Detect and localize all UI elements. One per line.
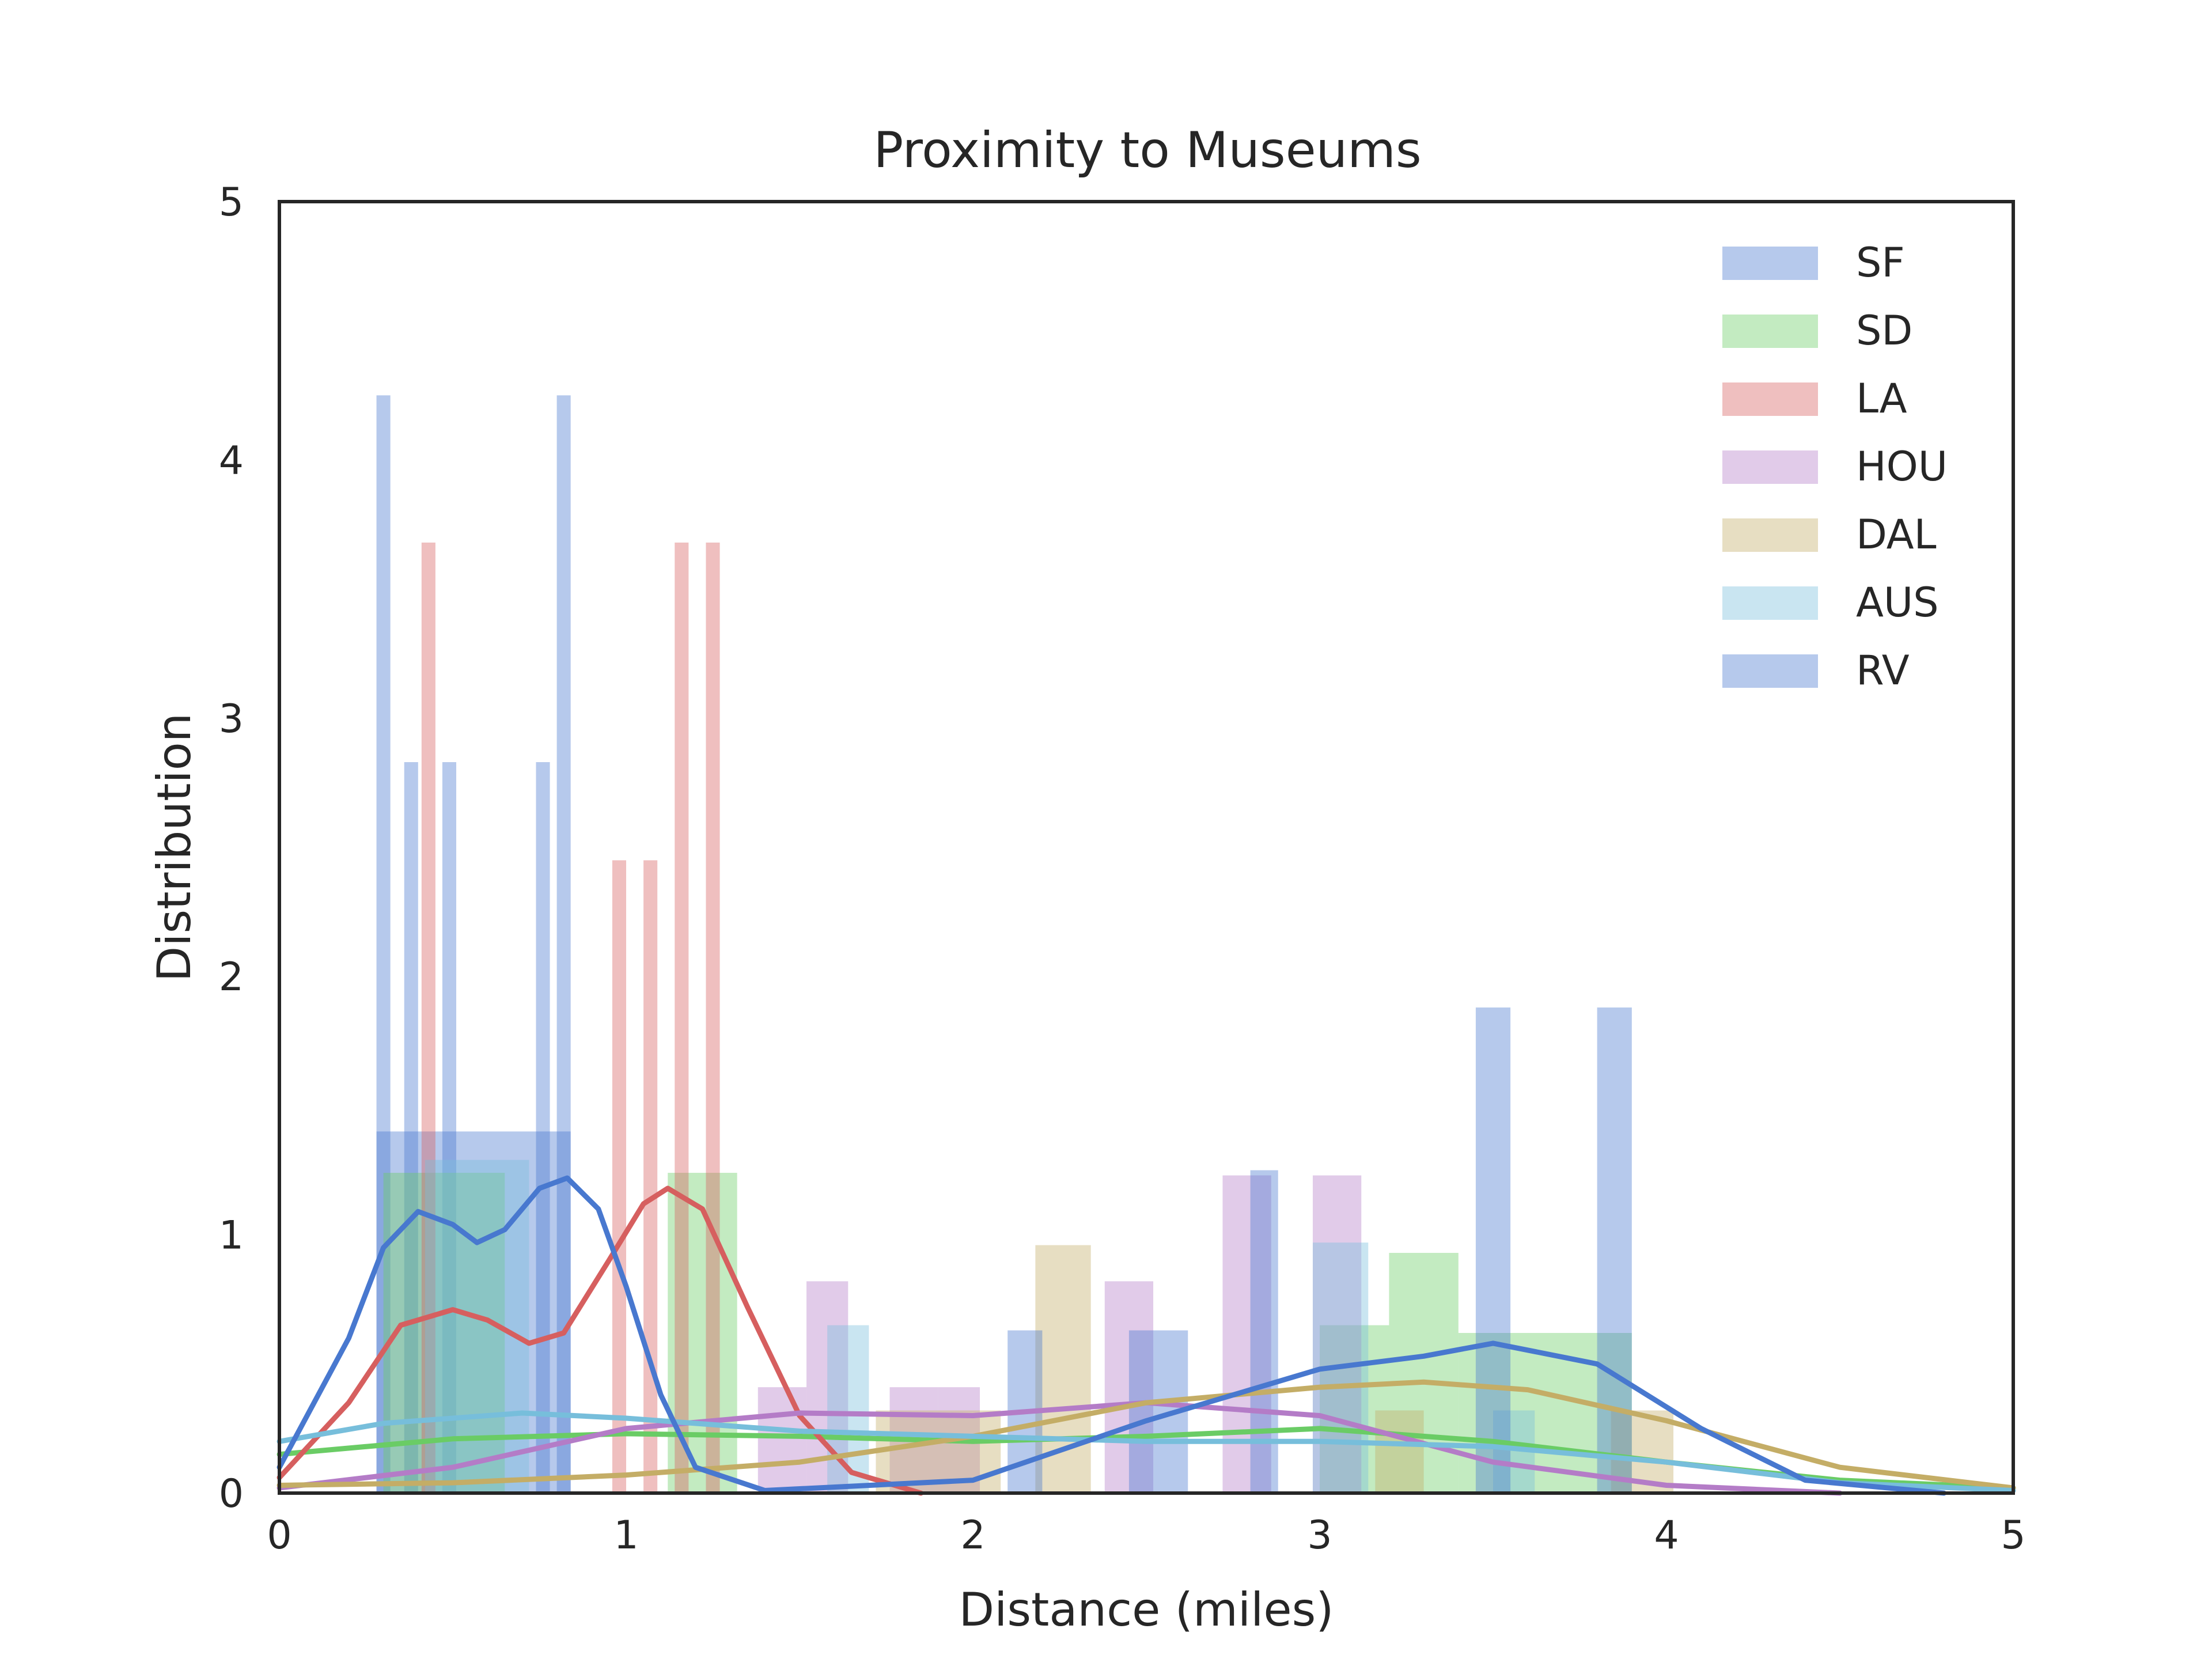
bars-layer <box>376 395 1674 1494</box>
chart-title: Proximity to Museums <box>873 122 1421 179</box>
bar-hou-0 <box>757 1387 807 1493</box>
bar-sf-3 <box>536 762 550 1493</box>
bar-dal-2 <box>1375 1410 1424 1493</box>
y-axis: 0 1 2 3 4 5 <box>219 180 244 1517</box>
legend-label-sd: SD <box>1856 307 1912 354</box>
x-tick-label: 0 <box>267 1513 291 1558</box>
bar-sf-0 <box>376 395 391 1493</box>
y-axis-label: Distribution <box>147 713 201 982</box>
legend-swatch-dal <box>1722 518 1818 552</box>
bar-la-0 <box>421 542 435 1494</box>
kde-line-rv <box>276 1175 1947 1496</box>
legend-swatch-aus <box>1722 586 1818 620</box>
bar-la-2 <box>643 860 658 1493</box>
legend-label-hou: HOU <box>1856 443 1948 490</box>
bar-rv-3 <box>1475 1007 1511 1493</box>
x-tick-label: 1 <box>613 1513 638 1558</box>
bar-sf-4 <box>556 395 571 1493</box>
legend-label-rv: RV <box>1856 647 1910 694</box>
bar-aus-0 <box>425 1160 529 1493</box>
kde-layer <box>276 1175 2016 1496</box>
x-tick-label: 5 <box>2001 1513 2025 1558</box>
legend-label-la: LA <box>1856 375 1907 422</box>
bar-sd-3 <box>1389 1252 1459 1493</box>
plot-frame <box>278 200 2015 1495</box>
bar-rv-0 <box>1250 1170 1278 1493</box>
x-axis-label: Distance (miles) <box>959 1583 1334 1637</box>
y-tick-label: 5 <box>219 180 244 225</box>
x-tick-label: 4 <box>1654 1513 1679 1558</box>
bar-sd-4 <box>1458 1332 1632 1493</box>
legend-swatch-hou <box>1722 450 1818 484</box>
bar-sf-1 <box>404 762 418 1493</box>
bar-la-3 <box>675 542 689 1494</box>
y-tick-label: 3 <box>219 696 244 742</box>
legend-label-aus: AUS <box>1856 579 1939 626</box>
y-tick-label: 1 <box>219 1213 244 1259</box>
y-tick-label: 0 <box>219 1471 244 1517</box>
kde-line-la <box>276 1185 924 1496</box>
legend-label-dal: DAL <box>1856 511 1937 558</box>
bar-sd-1 <box>668 1172 737 1493</box>
bar-hou-4 <box>1104 1281 1154 1493</box>
y-tick-label: 2 <box>219 955 244 1000</box>
legend-swatch-rv <box>1722 654 1818 688</box>
x-tick-label: 3 <box>1307 1513 1332 1558</box>
bar-la-4 <box>706 542 720 1494</box>
legend-label-sf: SF <box>1856 239 1905 286</box>
y-tick-label: 4 <box>219 438 244 483</box>
legend-swatch-sf <box>1722 247 1818 280</box>
bar-rv-4 <box>1597 1007 1632 1493</box>
legend-swatch-la <box>1722 382 1818 416</box>
bar-sd-2 <box>1320 1325 1389 1493</box>
x-axis: 0 1 2 3 4 5 <box>267 1513 2025 1558</box>
bar-sf-2 <box>442 762 457 1493</box>
bar-la-1 <box>612 860 626 1493</box>
legend: SF SD LA HOU DAL AUS RV <box>1722 239 1948 694</box>
kde-line-hou <box>276 1400 1843 1496</box>
legend-swatch-sd <box>1722 315 1818 348</box>
x-tick-label: 2 <box>960 1513 985 1558</box>
kde-line-aus <box>276 1410 2016 1493</box>
